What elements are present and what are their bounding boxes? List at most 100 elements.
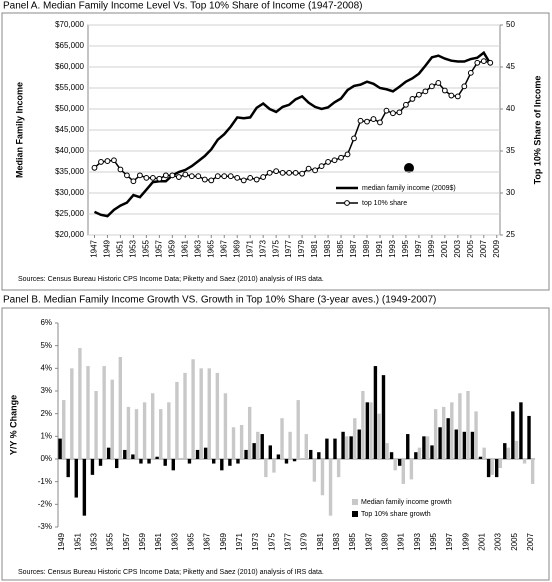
y-tick-label: 2% (40, 409, 52, 418)
bar (150, 393, 155, 459)
x-tick-label: 1975 (267, 532, 276, 550)
point (111, 157, 117, 164)
x-tick-label: 1951 (73, 532, 82, 550)
point (286, 169, 293, 176)
x-tick-label: 2007 (526, 532, 535, 550)
bar (134, 409, 139, 459)
point (325, 159, 331, 165)
point (149, 174, 156, 181)
y-tick-label: $70,000 (55, 20, 84, 29)
bar (123, 449, 127, 459)
bar (373, 366, 378, 459)
bar (503, 443, 507, 459)
point (422, 88, 429, 95)
bar (118, 357, 123, 459)
bar (106, 447, 111, 459)
point (428, 83, 435, 90)
legend-label: Median family income growth (361, 499, 452, 506)
bar (389, 452, 394, 459)
point (305, 165, 312, 172)
bar (353, 418, 357, 459)
y-tick-label: 5% (40, 341, 52, 350)
bar (401, 459, 405, 484)
point (117, 166, 124, 173)
x-tick-label: 1993 (388, 239, 397, 257)
x-tick-label: 1979 (297, 239, 306, 257)
bar (345, 436, 349, 459)
y-tick-label: $35,000 (55, 167, 84, 176)
point (104, 158, 111, 164)
x-tick-label: 1961 (180, 239, 189, 257)
bar (530, 459, 535, 484)
bar (309, 449, 313, 459)
bar (498, 459, 503, 469)
x-tick-label: 1959 (138, 532, 147, 550)
x-tick-label: 1971 (245, 239, 254, 257)
bar (171, 459, 175, 471)
bar (304, 434, 308, 459)
bar (312, 459, 317, 482)
y-tick-label: 4% (40, 363, 52, 372)
x-tick-label: 1975 (271, 239, 280, 257)
y-tick-label: 6% (40, 318, 52, 327)
point (143, 174, 150, 181)
y-tick-label: $45,000 (55, 125, 84, 134)
y2-tick-label: 35 (506, 146, 515, 155)
bar (58, 438, 62, 459)
bar (454, 429, 458, 459)
bar (228, 459, 232, 466)
x-tick-label: 1985 (336, 239, 345, 257)
point (480, 58, 487, 65)
bar (94, 391, 98, 459)
bar (268, 445, 273, 459)
bar (167, 402, 171, 459)
bar (357, 429, 361, 459)
point (137, 172, 143, 179)
x-tick-label: 1957 (122, 532, 131, 550)
point (91, 164, 98, 171)
legend-label: Top 10% share growth (361, 511, 431, 518)
point (370, 116, 377, 122)
bar (207, 368, 211, 459)
bar (490, 459, 494, 475)
point (338, 154, 344, 161)
bar (417, 447, 422, 459)
point (221, 173, 228, 180)
bar (422, 436, 426, 459)
panel-a-title: Panel A. Median Family Income Level Vs. … (3, 1, 362, 12)
bar (131, 454, 135, 459)
x-tick-label: 1967 (203, 532, 212, 550)
x-tick-label: 1999 (461, 532, 470, 550)
bar (296, 400, 300, 459)
point (279, 169, 286, 176)
x-tick-label: 2001 (440, 239, 449, 257)
bar (336, 459, 341, 478)
x-tick-label: 1987 (349, 239, 358, 257)
point (201, 176, 208, 183)
x-tick-label: 2003 (494, 532, 503, 550)
x-tick-label: 1963 (193, 239, 202, 257)
bar (486, 459, 491, 478)
point (474, 59, 481, 66)
x-tick-label: 1979 (300, 532, 309, 550)
y-tick-label: 3% (40, 386, 52, 395)
point (234, 174, 241, 181)
point (454, 93, 461, 100)
bar (522, 459, 527, 464)
bar (361, 391, 365, 459)
point (266, 169, 273, 176)
x-tick-label: 1957 (154, 239, 163, 257)
panel-a-frame (1, 12, 550, 291)
y-tick-label: $40,000 (55, 146, 84, 155)
bar (223, 393, 228, 459)
bar (159, 409, 163, 459)
y-tick-label: -1% (38, 477, 52, 486)
bar (244, 449, 248, 459)
bar (442, 406, 446, 459)
point (299, 170, 306, 177)
point (195, 173, 202, 180)
point (487, 59, 494, 66)
bar (276, 454, 281, 459)
x-tick-label: 2003 (453, 239, 462, 257)
